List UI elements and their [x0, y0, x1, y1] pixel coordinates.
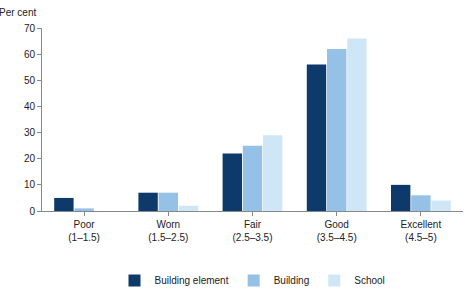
- svg-text:10: 10: [24, 179, 36, 190]
- svg-text:Worn(1.5–2.5): Worn(1.5–2.5): [148, 219, 188, 243]
- svg-text:Building element: Building element: [155, 275, 229, 286]
- svg-text:30: 30: [24, 127, 36, 138]
- svg-text:Good(3.5–4.5): Good(3.5–4.5): [317, 219, 357, 243]
- svg-text:60: 60: [24, 49, 36, 60]
- svg-text:0: 0: [29, 206, 35, 217]
- svg-text:Poor(1–1.5): Poor(1–1.5): [68, 219, 100, 243]
- svg-text:70: 70: [24, 23, 36, 34]
- svg-text:Per cent: Per cent: [0, 7, 36, 18]
- svg-text:School: School: [354, 275, 385, 286]
- svg-text:50: 50: [24, 75, 36, 86]
- svg-text:Fair(2.5–3.5): Fair(2.5–3.5): [232, 219, 272, 243]
- svg-text:40: 40: [24, 101, 36, 112]
- svg-text:20: 20: [24, 153, 36, 164]
- svg-text:Excellent(4.5–5): Excellent(4.5–5): [401, 219, 442, 243]
- svg-text:Building: Building: [274, 275, 310, 286]
